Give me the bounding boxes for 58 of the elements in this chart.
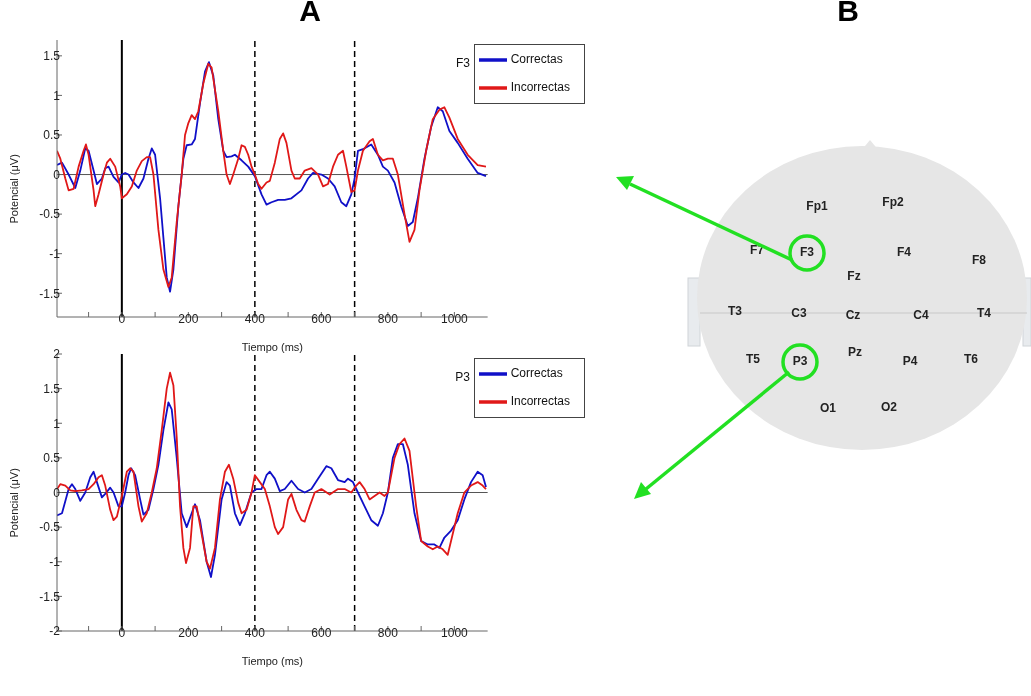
y-tick-label: -1.5 <box>39 286 61 301</box>
annotation: P3 <box>455 370 470 384</box>
y-tick-label: -1.5 <box>39 589 61 604</box>
x-tick-label: 800 <box>377 625 399 640</box>
y-tick-label: 2 <box>53 347 61 362</box>
x-tick-label: 200 <box>178 311 199 326</box>
x-tick-label: 0 <box>118 311 126 326</box>
text: P4 <box>902 354 918 368</box>
y-tick-label: 1.5 <box>43 49 61 64</box>
legend-label: Incorrectas <box>510 80 570 95</box>
text: T6 <box>963 352 979 366</box>
text: B <box>836 0 860 28</box>
y-tick-label: 1 <box>53 88 61 103</box>
text: F4 <box>896 245 912 259</box>
x-axis-title: Tiempo (ms) <box>241 341 303 353</box>
legend-label: Correctas <box>510 366 563 381</box>
text: F8 <box>971 253 987 267</box>
y-tick-label: -1 <box>49 555 61 570</box>
x-tick-label: 400 <box>244 311 266 326</box>
y-tick-label: -0.5 <box>39 207 61 222</box>
y-tick-label: 1 <box>53 416 61 431</box>
x-tick-label: 800 <box>377 311 399 326</box>
x-tick-label: 200 <box>178 625 199 640</box>
y-tick-label: 1.5 <box>43 381 61 396</box>
x-axis-title: Tiempo (ms) <box>241 655 303 667</box>
y-tick-label: 0.5 <box>43 128 61 143</box>
annotation: F3 <box>455 56 470 70</box>
text: T5 <box>745 352 761 366</box>
text: T4 <box>976 306 992 320</box>
legend-label: Incorrectas <box>510 394 570 409</box>
text: Pz <box>847 345 863 359</box>
text: C3 <box>791 306 807 320</box>
x-tick-label: 400 <box>244 625 266 640</box>
y-tick-label: 0 <box>53 485 61 500</box>
text: Fp1 <box>806 199 828 213</box>
chart-title: A <box>298 0 322 28</box>
text: F3 <box>799 245 815 259</box>
text: Cz <box>845 308 861 322</box>
text: T3 <box>727 304 743 318</box>
y-axis-title: Potencial (μV) <box>7 154 20 224</box>
x-tick-label: 600 <box>311 625 332 640</box>
x-tick-label: 1000 <box>441 625 469 640</box>
legend-label: Correctas <box>510 52 563 67</box>
y-tick-label: -0.5 <box>39 520 61 535</box>
y-tick-label: 0.5 <box>43 451 61 466</box>
text: C4 <box>913 308 929 322</box>
text: P3 <box>792 354 808 368</box>
x-tick-label: 0 <box>118 625 126 640</box>
y-tick-label: -1 <box>49 246 61 261</box>
text: O2 <box>880 400 898 414</box>
x-tick-label: 600 <box>311 311 332 326</box>
text: Fp2 <box>882 195 904 209</box>
y-axis-title: Potencial (μV) <box>7 468 20 538</box>
y-tick-label: -2 <box>49 624 61 639</box>
text: Fz <box>847 269 861 283</box>
text: O1 <box>819 401 837 415</box>
x-tick-label: 1000 <box>441 311 469 326</box>
y-tick-label: 0 <box>53 167 61 182</box>
